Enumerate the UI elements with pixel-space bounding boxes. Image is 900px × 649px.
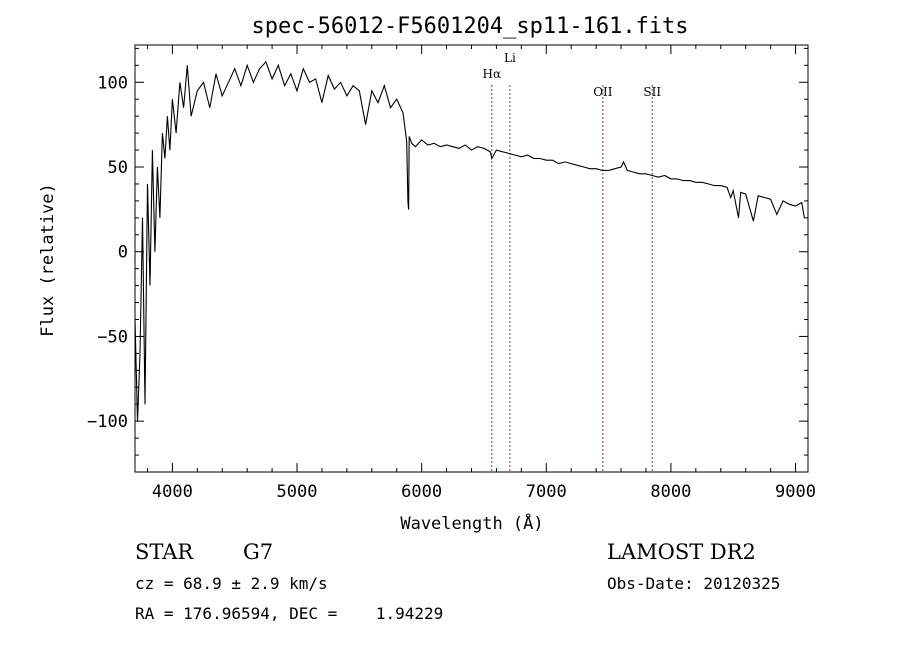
plot-frame	[134, 44, 809, 473]
marker-label: Hα	[483, 67, 502, 81]
marker-label: OII	[593, 85, 613, 99]
x-tick-label: 8000	[650, 482, 691, 502]
x-axis-ticks: 4000 5000 6000 7000 8000 9000	[146, 45, 816, 502]
y-axis-label: Flux (relative)	[38, 183, 58, 337]
y-tick-label: 50	[108, 158, 128, 178]
y-tick-label: 0	[118, 243, 128, 263]
coordinates: RA = 176.96594, DEC = 1.94229	[135, 604, 443, 623]
object-subclass: G7	[243, 540, 273, 564]
x-axis-label: Wavelength (Å)	[400, 512, 543, 534]
x-tick-label: 7000	[526, 482, 567, 502]
redshift-value: cz = 68.9 ± 2.9 km/s	[135, 574, 328, 593]
x-tick-label: 6000	[401, 482, 442, 502]
y-tick-label: 100	[97, 73, 128, 93]
chart-title: spec-56012-F5601204_sp11-161.fits	[251, 14, 688, 39]
y-tick-label: −100	[87, 412, 128, 432]
observation-date: Obs-Date: 20120325	[607, 574, 780, 593]
object-class: STAR	[135, 540, 194, 564]
x-tick-label: 9000	[775, 482, 816, 502]
y-axis-ticks: −100 −50 0 50 100	[87, 47, 808, 456]
marker-label: SII	[643, 85, 661, 99]
marker-label: Li	[504, 51, 516, 65]
spectrum-series-line	[134, 60, 805, 422]
y-tick-label: −50	[97, 327, 128, 347]
x-tick-label: 5000	[277, 482, 318, 502]
survey-name: LAMOST DR2	[607, 540, 756, 564]
x-tick-label: 4000	[152, 482, 193, 502]
